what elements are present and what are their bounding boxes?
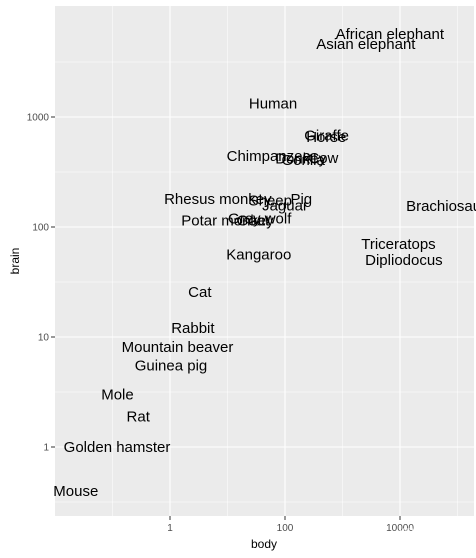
point-label-pig: Pig xyxy=(290,191,312,208)
point-label-cat: Cat xyxy=(188,284,212,301)
point-label-african-elephant: African elephant xyxy=(336,26,445,43)
y-tick-label: 1 xyxy=(43,443,49,454)
x-axis-title: body xyxy=(251,537,277,551)
y-tick-label: 10 xyxy=(38,333,50,344)
point-label-chimpanzee: Chimpanzee xyxy=(227,148,311,165)
point-label-mountain-beaver: Mountain beaver xyxy=(122,339,234,356)
y-tick-label: 100 xyxy=(32,223,49,234)
point-label-donkey: Donkey xyxy=(275,151,326,168)
watermark-text: 知乎 @syl写字的地方 xyxy=(345,526,462,541)
x-tick-label: 1 xyxy=(167,523,173,534)
y-axis-ticks: 1 10 100 1000 xyxy=(27,113,55,454)
point-label-rat: Rat xyxy=(127,408,151,425)
point-label-sheep: Sheep xyxy=(249,192,292,209)
y-tick-label: 1000 xyxy=(27,113,50,124)
point-label-asian-elephant: Asian elephant xyxy=(316,36,416,53)
point-label-golden-hamster: Golden hamster xyxy=(64,439,171,456)
point-label-goat: Goat xyxy=(237,212,270,229)
x-tick-label: 10000 xyxy=(386,523,414,534)
point-label-triceratops: Triceratops xyxy=(361,236,435,253)
point-label-mouse: Mouse xyxy=(53,483,98,500)
point-label-human: Human xyxy=(249,96,297,113)
point-label-dipliodocus: Dipliodocus xyxy=(365,252,443,269)
point-label-horse: Horse xyxy=(306,129,346,146)
point-label-gorilla: Gorilla xyxy=(281,152,325,169)
point-label-jaguar: Jaguar xyxy=(262,197,308,214)
x-tick-label: 100 xyxy=(277,523,294,534)
point-label-brachiosaurus: Brachiosaurus xyxy=(406,198,476,215)
point-label-giraffe: Giraffe xyxy=(304,127,349,144)
point-label-kangaroo: Kangaroo xyxy=(226,247,291,264)
point-label-rabbit: Rabbit xyxy=(171,320,215,337)
y-axis-title: brain xyxy=(8,248,22,275)
point-label-cow: Cow xyxy=(308,150,338,167)
minor-gridlines xyxy=(55,6,474,516)
point-label-mole: Mole xyxy=(101,387,134,404)
point-label-grey-wolf: Grey wolf xyxy=(228,210,292,227)
major-gridlines xyxy=(55,6,474,516)
point-label-rhesus-monkey: Rhesus monkey xyxy=(164,191,272,208)
x-axis-ticks: 1 100 10000 xyxy=(167,516,414,534)
chart-panel xyxy=(55,6,474,516)
point-label-potar-monkey: Potar monkey xyxy=(181,212,274,229)
point-label-guinea-pig: Guinea pig xyxy=(135,358,208,375)
